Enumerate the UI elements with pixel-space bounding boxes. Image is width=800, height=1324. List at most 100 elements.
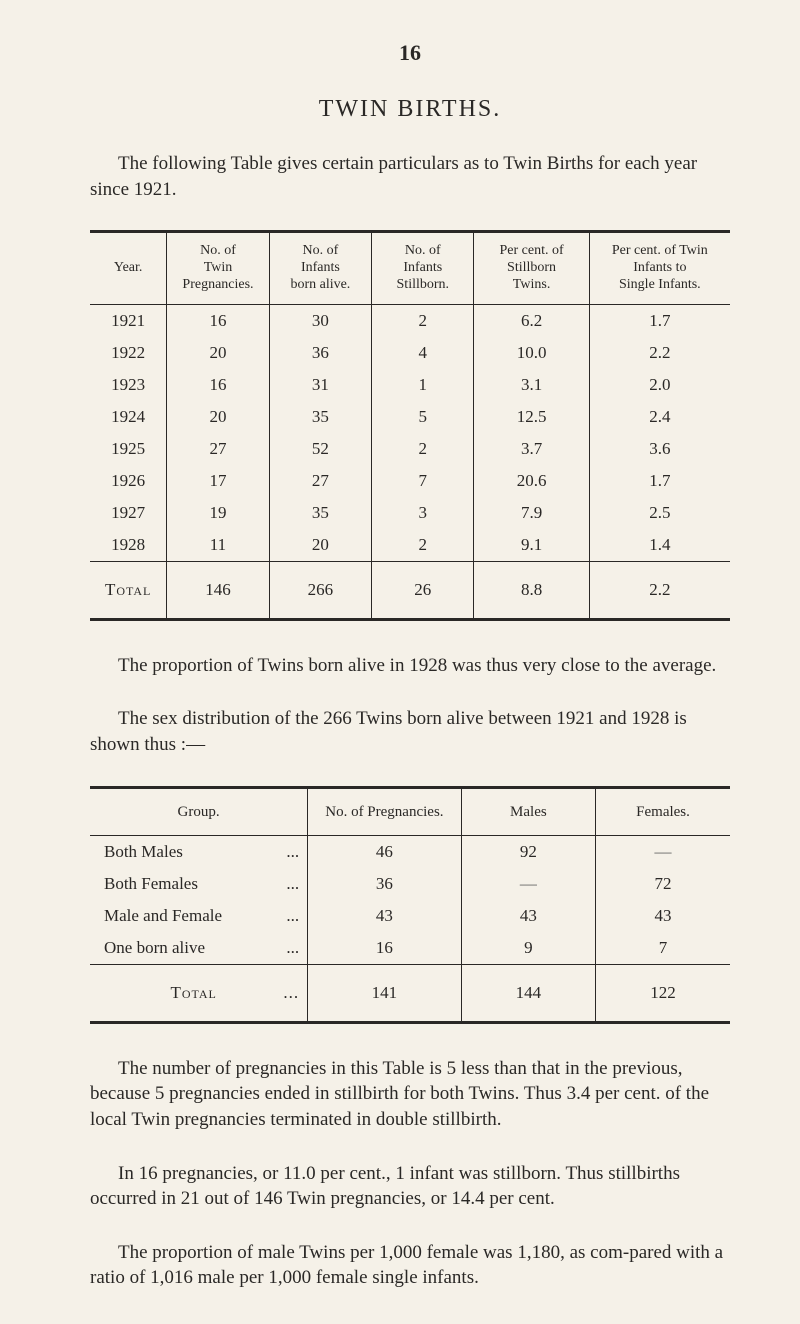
table-row: 19261727720.61.7: [90, 465, 730, 497]
table-cell: 35: [269, 497, 371, 529]
table2-total-row: Total...141144122: [90, 964, 730, 1022]
table-cell: 43: [461, 900, 595, 932]
intro-paragraph: The following Table gives certain partic…: [90, 151, 730, 202]
table-cell: 9.1: [474, 529, 589, 562]
closing-paragraph-2: In 16 pregnancies, or 11.0 per cent., 1 …: [90, 1161, 730, 1212]
table-cell: 27: [167, 433, 269, 465]
table-cell: 36: [308, 868, 462, 900]
table-cell: 2.4: [589, 401, 730, 433]
table-cell: 9: [461, 932, 595, 965]
table-cell: 1922: [90, 337, 167, 369]
table-cell: 72: [596, 868, 730, 900]
table-cell: 16: [167, 369, 269, 401]
table-cell: 36: [269, 337, 371, 369]
table-row: 1928112029.11.4: [90, 529, 730, 562]
table1-header-pct-single: Per cent. of TwinInfants toSingle Infant…: [589, 232, 730, 304]
table-cell: 1927: [90, 497, 167, 529]
table-cell: 35: [269, 401, 371, 433]
table-cell: 1924: [90, 401, 167, 433]
table-cell: 1.4: [589, 529, 730, 562]
table-cell: 2: [372, 529, 474, 562]
table-cell: 5: [372, 401, 474, 433]
table-cell: 141: [308, 964, 462, 1022]
table-cell: 46: [308, 835, 462, 868]
table-cell: 6.2: [474, 304, 589, 337]
table-cell: 1928: [90, 529, 167, 562]
table2-header-males: Males: [461, 787, 595, 835]
table-cell: 2: [372, 433, 474, 465]
table-cell: 43: [596, 900, 730, 932]
table-cell: 1: [372, 369, 474, 401]
table-cell: 4: [372, 337, 474, 369]
table-row: Male and Female...434343: [90, 900, 730, 932]
table2-header-pregnancies: No. of Pregnancies.: [308, 787, 462, 835]
sex-distribution-table: Group. No. of Pregnancies. Males Females…: [90, 786, 730, 1024]
page-container: 16 TWIN BIRTHS. The following Table give…: [0, 0, 800, 1324]
table-row: 19242035512.52.4: [90, 401, 730, 433]
table1-header-stillborn: No. ofInfantsStillborn.: [372, 232, 474, 304]
table2-total-label: Total...: [90, 964, 308, 1022]
table-cell: 20: [269, 529, 371, 562]
table-cell: 1923: [90, 369, 167, 401]
page-number: 16: [90, 40, 730, 66]
page-title: TWIN BIRTHS.: [90, 96, 730, 123]
table-row: Both Males...4692—: [90, 835, 730, 868]
table1-header-born-alive: No. ofInfantsborn alive.: [269, 232, 371, 304]
table-cell: —: [461, 868, 595, 900]
table1-header-pct-stillborn: Per cent. ofStillbornTwins.: [474, 232, 589, 304]
paragraph-sex-distribution: The sex distribution of the 266 Twins bo…: [90, 706, 730, 757]
table2-row-label: Male and Female...: [90, 900, 308, 932]
table-cell: 2.5: [589, 497, 730, 529]
table-cell: 1.7: [589, 304, 730, 337]
table-cell: 19: [167, 497, 269, 529]
table-cell: 27: [269, 465, 371, 497]
table-row: 1921163026.21.7: [90, 304, 730, 337]
table-cell: 2.0: [589, 369, 730, 401]
table-cell: 20: [167, 401, 269, 433]
table-cell: 7: [372, 465, 474, 497]
table1-header-year: Year.: [90, 232, 167, 304]
table-cell: 2: [372, 304, 474, 337]
closing-paragraph-3: The proportion of male Twins per 1,000 f…: [90, 1240, 730, 1291]
table-cell: 1921: [90, 304, 167, 337]
table-cell: 146: [167, 561, 269, 619]
table-cell: 52: [269, 433, 371, 465]
table1-total-row: Total146266268.82.2: [90, 561, 730, 619]
table2-row-label: One born alive...: [90, 932, 308, 965]
table-cell: 92: [461, 835, 595, 868]
table-cell: 8.8: [474, 561, 589, 619]
table-row: One born alive...1697: [90, 932, 730, 965]
table-cell: 16: [308, 932, 462, 965]
table-cell: 26: [372, 561, 474, 619]
table-cell: 12.5: [474, 401, 589, 433]
table-cell: 20: [167, 337, 269, 369]
table-cell: —: [596, 835, 730, 868]
table-cell: 2.2: [589, 561, 730, 619]
table-cell: 20.6: [474, 465, 589, 497]
closing-paragraph-1: The number of pregnancies in this Table …: [90, 1056, 730, 1133]
table-cell: 7: [596, 932, 730, 965]
table-cell: 31: [269, 369, 371, 401]
table-cell: 17: [167, 465, 269, 497]
table1-total-label: Total: [90, 561, 167, 619]
table-cell: 10.0: [474, 337, 589, 369]
table2-row-label: Both Males...: [90, 835, 308, 868]
table2-header-row: Group. No. of Pregnancies. Males Females…: [90, 787, 730, 835]
twin-births-table: Year. No. ofTwinPregnancies. No. ofInfan…: [90, 230, 730, 620]
table-row: 1927193537.92.5: [90, 497, 730, 529]
table-cell: 266: [269, 561, 371, 619]
table-cell: 3.7: [474, 433, 589, 465]
table-cell: 30: [269, 304, 371, 337]
table-cell: 16: [167, 304, 269, 337]
table-row: 1923163113.12.0: [90, 369, 730, 401]
table-cell: 11: [167, 529, 269, 562]
table1-header-pregnancies: No. ofTwinPregnancies.: [167, 232, 269, 304]
paragraph-proportion-alive: The proportion of Twins born alive in 19…: [90, 653, 730, 679]
table-cell: 43: [308, 900, 462, 932]
table-cell: 3: [372, 497, 474, 529]
table-cell: 3.6: [589, 433, 730, 465]
table-cell: 1926: [90, 465, 167, 497]
table-row: Both Females...36—72: [90, 868, 730, 900]
table-cell: 144: [461, 964, 595, 1022]
table-cell: 3.1: [474, 369, 589, 401]
